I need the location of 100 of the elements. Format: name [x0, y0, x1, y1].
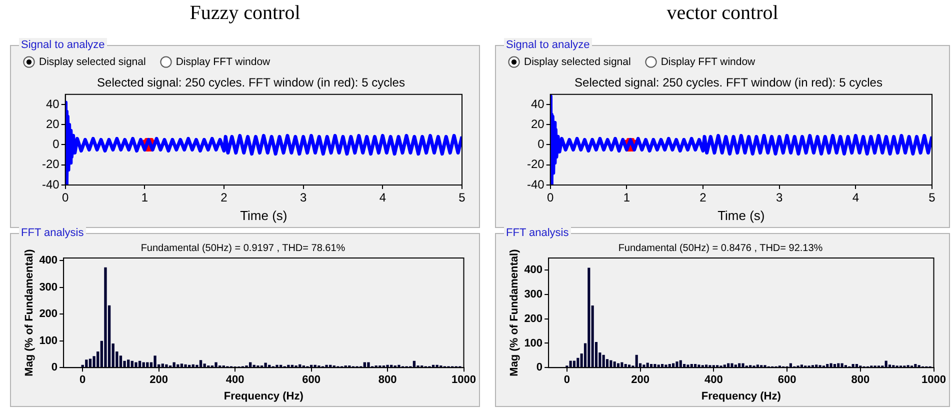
bar [826, 364, 829, 368]
bar [833, 364, 836, 368]
x-tick-label: 1 [623, 190, 630, 205]
bar [694, 364, 697, 368]
y-tick-label: 300 [39, 281, 58, 294]
bar [698, 364, 700, 368]
bar [264, 362, 267, 368]
bar [199, 360, 202, 368]
bar [888, 364, 892, 368]
bar [161, 364, 164, 368]
x-tick-label: 400 [704, 374, 723, 386]
y-tick-label: 20 [530, 116, 545, 131]
bar [730, 363, 734, 368]
chart-subtitle: Selected signal: 250 cycles. FFT window (in red): 5 cycles [574, 76, 882, 90]
bar [367, 362, 370, 368]
y-tick-label: 200 [39, 308, 58, 320]
bar [676, 362, 678, 368]
bar [104, 267, 107, 368]
bar [650, 364, 653, 368]
bar [134, 362, 138, 368]
x-tick-label: 3 [776, 190, 783, 205]
bar [127, 360, 130, 368]
bar [119, 356, 122, 368]
y-tick-label: 0 [538, 137, 545, 152]
x-tick-label: 5 [928, 190, 936, 205]
y-axis-title: Mag (% of Fundamental) [508, 248, 521, 376]
bar [657, 364, 660, 368]
bar [727, 363, 730, 368]
bar [214, 362, 218, 368]
bar [734, 364, 737, 368]
bar [789, 363, 792, 368]
bar [154, 356, 156, 368]
x-tick-label: 0 [547, 190, 554, 205]
bar [654, 364, 656, 368]
x-tick-label: 4 [852, 190, 860, 205]
bar [180, 364, 184, 368]
x-tick-label: 400 [226, 374, 244, 386]
x-axis-title: Time (s) [240, 208, 288, 223]
bar [412, 360, 416, 368]
y-tick-label: -40 [42, 177, 60, 192]
x-tick-label: 3 [300, 190, 307, 205]
y-tick-label: 40 [530, 96, 545, 111]
chart-title: vector control [666, 2, 780, 25]
chart-subtitle: Selected signal: 250 cycles. FFT window (in red): 5 cycles [97, 76, 405, 90]
bar [742, 363, 744, 368]
bar [613, 362, 616, 368]
bar [815, 364, 818, 368]
bar [830, 363, 832, 368]
bar [398, 364, 400, 368]
y-axis-title: Mag (% of Fundamental) [24, 248, 36, 376]
bar [572, 360, 576, 368]
x-axis-title: Frequency (Hz) [224, 390, 304, 402]
x-tick-label: 800 [851, 374, 870, 386]
y-tick-label: -20 [527, 157, 545, 172]
x-axis-title: Frequency (Hz) [701, 390, 782, 402]
bar [756, 364, 759, 368]
bar [642, 364, 646, 368]
x-axis-title: Time (s) [718, 208, 765, 223]
bar [628, 364, 631, 368]
text: Signal to analyze [504, 38, 592, 52]
x-tick-label: 200 [631, 374, 650, 386]
bar [800, 364, 803, 368]
x-tick-label: 2 [220, 190, 228, 205]
y-tick-label: 400 [39, 254, 58, 267]
y-tick-label: 0 [536, 362, 543, 374]
chart-title: Fundamental (50Hz) = 0.8476 , THD= 92.13% [618, 242, 823, 254]
bar [686, 364, 690, 368]
bar [840, 363, 844, 368]
x-tick-label: 0 [80, 374, 86, 386]
bar [855, 364, 858, 368]
x-tick-label: 5 [458, 190, 466, 205]
bar [386, 364, 389, 368]
bar [620, 362, 624, 368]
bar [588, 268, 590, 368]
bar [661, 364, 664, 368]
y-tick-label: 40 [46, 96, 60, 111]
bar [664, 364, 668, 368]
x-tick-label: 0 [564, 374, 570, 386]
bar [646, 362, 649, 368]
y-tick-label: -40 [527, 177, 545, 192]
bar [672, 363, 675, 368]
bar [130, 360, 134, 368]
bar [616, 363, 620, 368]
bar [287, 364, 290, 368]
y-tick-label: 0 [52, 137, 60, 152]
text: FFT analysis [19, 226, 86, 240]
text: Display selected signal [39, 56, 146, 68]
text: Signal to analyze [19, 38, 107, 52]
x-tick-label: 1000 [922, 374, 946, 386]
chart-title: Fuzzy control [188, 2, 302, 25]
bar [606, 359, 609, 368]
bar [276, 364, 278, 368]
x-tick-label: 600 [778, 374, 796, 386]
bar [602, 354, 605, 368]
x-tick-label: 4 [379, 190, 386, 205]
bar [852, 364, 854, 368]
bar [569, 360, 572, 368]
text: Display FFT window [660, 56, 756, 68]
bar [184, 364, 187, 368]
bar [138, 360, 142, 368]
